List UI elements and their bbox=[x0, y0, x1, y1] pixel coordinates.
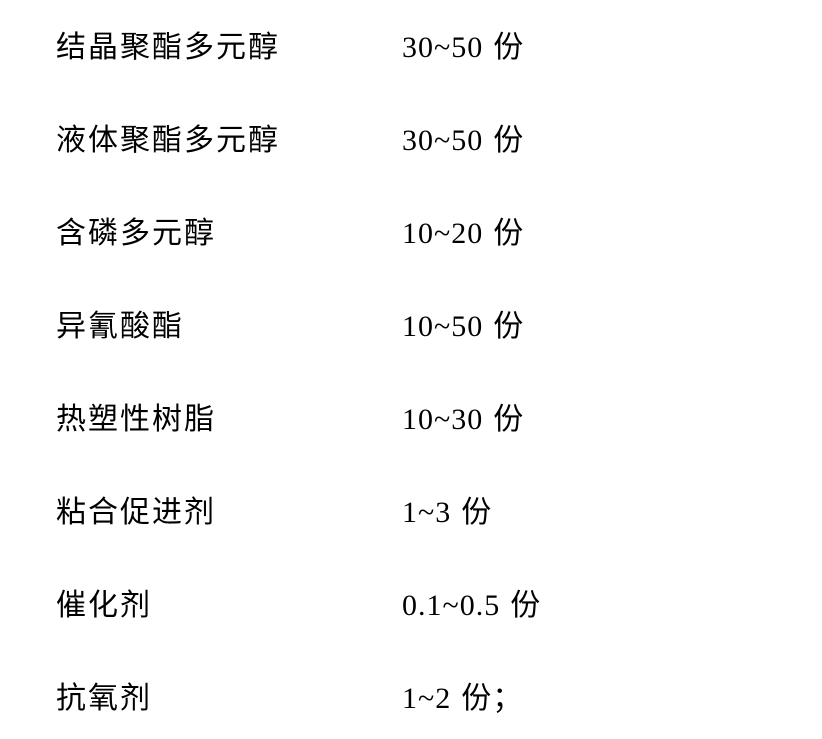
ingredient-label: 结晶聚酯多元醇 bbox=[56, 22, 402, 66]
list-row: 催化剂 0.1~0.5份 bbox=[56, 580, 772, 624]
ingredient-value: 10~30份 bbox=[402, 394, 524, 438]
list-row: 液体聚酯多元醇 30~50份 bbox=[56, 115, 772, 159]
ingredient-list: 结晶聚酯多元醇 30~50份 液体聚酯多元醇 30~50份 含磷多元醇 10~2… bbox=[0, 0, 822, 739]
ingredient-label: 热塑性树脂 bbox=[56, 394, 402, 438]
ingredient-value: 1~3份 bbox=[402, 487, 492, 531]
ingredient-label: 抗氧剂 bbox=[56, 673, 402, 717]
ingredient-value: 1~2份； bbox=[402, 673, 523, 717]
list-row: 粘合促进剂 1~3份 bbox=[56, 487, 772, 531]
ingredient-value: 30~50份 bbox=[402, 22, 524, 66]
ingredient-value: 30~50份 bbox=[402, 115, 524, 159]
ingredient-label: 粘合促进剂 bbox=[56, 487, 402, 531]
ingredient-label: 含磷多元醇 bbox=[56, 208, 402, 252]
ingredient-label: 催化剂 bbox=[56, 580, 402, 624]
ingredient-value: 10~50份 bbox=[402, 301, 524, 345]
list-row: 结晶聚酯多元醇 30~50份 bbox=[56, 22, 772, 66]
list-row: 抗氧剂 1~2份； bbox=[56, 673, 772, 717]
ingredient-label: 异氰酸酯 bbox=[56, 301, 402, 345]
ingredient-value: 10~20份 bbox=[402, 208, 524, 252]
ingredient-value: 0.1~0.5份 bbox=[402, 580, 541, 624]
list-row: 异氰酸酯 10~50份 bbox=[56, 301, 772, 345]
ingredient-label: 液体聚酯多元醇 bbox=[56, 115, 402, 159]
list-row: 含磷多元醇 10~20份 bbox=[56, 208, 772, 252]
list-row: 热塑性树脂 10~30份 bbox=[56, 394, 772, 438]
